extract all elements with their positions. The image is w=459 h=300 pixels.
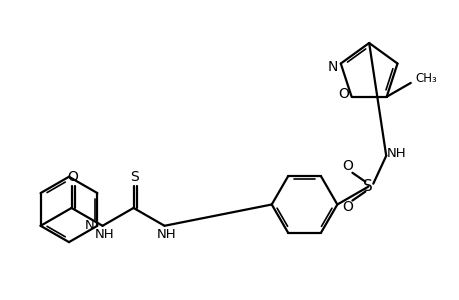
Text: N: N	[327, 59, 337, 74]
Text: O: O	[341, 200, 352, 214]
Text: S: S	[130, 170, 139, 184]
Text: CH₃: CH₃	[415, 72, 437, 86]
Text: O: O	[337, 87, 348, 101]
Text: O: O	[341, 159, 352, 173]
Text: N: N	[84, 219, 94, 232]
Text: O: O	[67, 170, 78, 184]
Text: NH: NH	[95, 228, 114, 241]
Text: NH: NH	[157, 228, 176, 241]
Text: S: S	[363, 179, 372, 194]
Text: NH: NH	[386, 147, 405, 160]
